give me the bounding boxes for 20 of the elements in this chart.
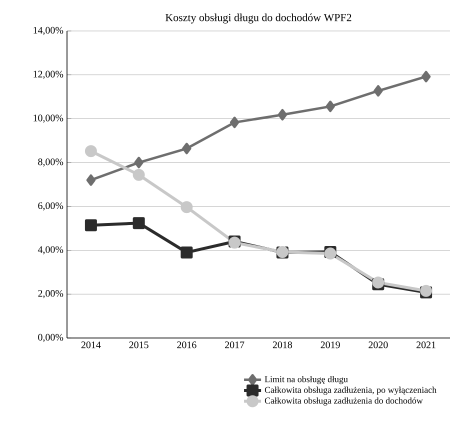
y-tick-label: 4,00% (38, 246, 64, 254)
x-tick-label: 2021 (416, 342, 436, 348)
x-tick-label: 2018 (272, 342, 292, 348)
x-tick-label: 2020 (368, 342, 388, 348)
y-tick-label: 8,00% (38, 158, 64, 167)
y-tick-label: 14,00% (34, 26, 64, 36)
x-tick-label: 2014 (81, 342, 101, 348)
x-tick-label: 2016 (177, 342, 196, 348)
y-tick-label: 10,00% (34, 114, 64, 123)
legend-label: Całkowita obsługa zadłużenia, po wyłączeniach (264, 386, 436, 395)
y-tick-label: 0,00% (38, 334, 64, 342)
x-tick-label: 2015 (129, 342, 148, 348)
x-tick-label: 2019 (320, 342, 340, 348)
legend-label: Limit na obsługę długu (264, 376, 348, 384)
chart-title: Koszty obsługi długu do dochodów WPF2 (166, 14, 352, 24)
x-tick-label: 2017 (225, 342, 244, 348)
legend-label: Całkowita obsługa zadłużenia do dochodów (264, 397, 423, 406)
y-tick-label: 2,00% (38, 290, 64, 298)
y-tick-label: 12,00% (34, 70, 64, 79)
y-tick-label: 6,00% (38, 202, 64, 210)
